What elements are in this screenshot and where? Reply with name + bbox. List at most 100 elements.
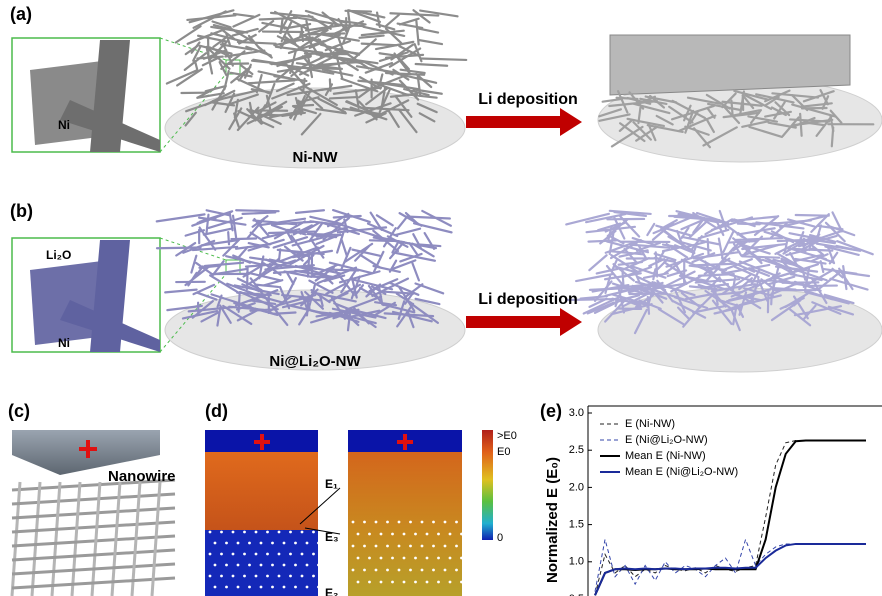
wire (345, 295, 383, 311)
wire (728, 287, 772, 302)
series-line (594, 440, 866, 596)
ion (432, 568, 435, 572)
wire (372, 250, 385, 274)
sample-label: Ni-NW (293, 149, 339, 166)
wire (236, 277, 263, 292)
legend-label: Mean E (Ni@Li₂O-NW) (625, 466, 738, 478)
wire (202, 227, 234, 236)
wire (582, 296, 621, 315)
wire (789, 308, 812, 327)
wire (300, 290, 309, 312)
wire (741, 255, 781, 259)
ion (379, 532, 383, 536)
wire (706, 106, 716, 119)
wire (794, 253, 825, 262)
wire (598, 108, 622, 118)
inset-label: Ni (58, 336, 70, 350)
wire (406, 311, 415, 329)
ion (213, 563, 217, 567)
ion (379, 580, 383, 584)
wire (292, 105, 317, 115)
wire (398, 57, 411, 71)
ion (443, 544, 447, 548)
ion (266, 574, 269, 578)
wire (391, 240, 400, 254)
wire (733, 89, 770, 101)
wire (258, 19, 275, 33)
wire (295, 96, 320, 105)
wire (692, 127, 712, 149)
wire (733, 265, 760, 279)
wire (318, 293, 324, 307)
ion (213, 585, 217, 589)
wire (741, 94, 755, 110)
ion (391, 532, 394, 536)
wire (309, 215, 342, 225)
wire (613, 216, 626, 240)
ion (259, 585, 263, 589)
wire (212, 36, 228, 48)
wire (398, 286, 416, 312)
wire (390, 43, 415, 61)
wire (298, 88, 313, 112)
ion (402, 580, 406, 584)
wire (711, 299, 733, 325)
wire (811, 301, 842, 315)
wire (11, 562, 176, 576)
ion (317, 585, 320, 589)
ion (282, 563, 286, 567)
field-label: E₂ (325, 586, 338, 596)
wire (704, 260, 713, 277)
ion (363, 520, 366, 524)
wire (688, 277, 727, 291)
wire (221, 28, 236, 41)
ion (243, 574, 246, 578)
wire (351, 38, 377, 62)
wire (196, 291, 218, 301)
wire (306, 250, 311, 278)
wire (797, 234, 838, 248)
ion (271, 585, 274, 589)
wire (646, 124, 684, 134)
wire (196, 92, 225, 99)
ion (294, 563, 297, 567)
wire-closeup (60, 240, 160, 352)
wire (383, 290, 415, 295)
wire (250, 88, 273, 94)
wire (234, 243, 272, 250)
series-line (594, 537, 866, 592)
wire (690, 245, 698, 260)
wire (347, 9, 381, 23)
wire (110, 481, 122, 596)
wire (384, 53, 425, 59)
wire (666, 269, 688, 278)
wire (354, 102, 392, 117)
wire (211, 20, 232, 29)
wire (657, 308, 685, 326)
wire (802, 304, 817, 321)
wire (11, 492, 176, 506)
ion (391, 556, 394, 560)
wire (247, 34, 261, 50)
wire (782, 235, 814, 255)
wire (802, 90, 835, 103)
y-tick-label: 1.5 (569, 519, 584, 531)
wire (677, 114, 717, 133)
wire (736, 227, 776, 236)
wire (11, 548, 176, 562)
wire (190, 254, 198, 274)
wire (230, 237, 258, 241)
wire (316, 266, 358, 285)
wire (309, 32, 346, 36)
ion (386, 520, 389, 524)
wire (11, 506, 176, 520)
wire (738, 277, 754, 291)
ion (397, 544, 401, 548)
callout: Nanowire (108, 468, 176, 485)
wire (222, 238, 241, 257)
ion (386, 568, 389, 572)
wire (389, 281, 420, 296)
wire (631, 284, 668, 300)
wire (225, 32, 231, 46)
wire (831, 211, 844, 233)
